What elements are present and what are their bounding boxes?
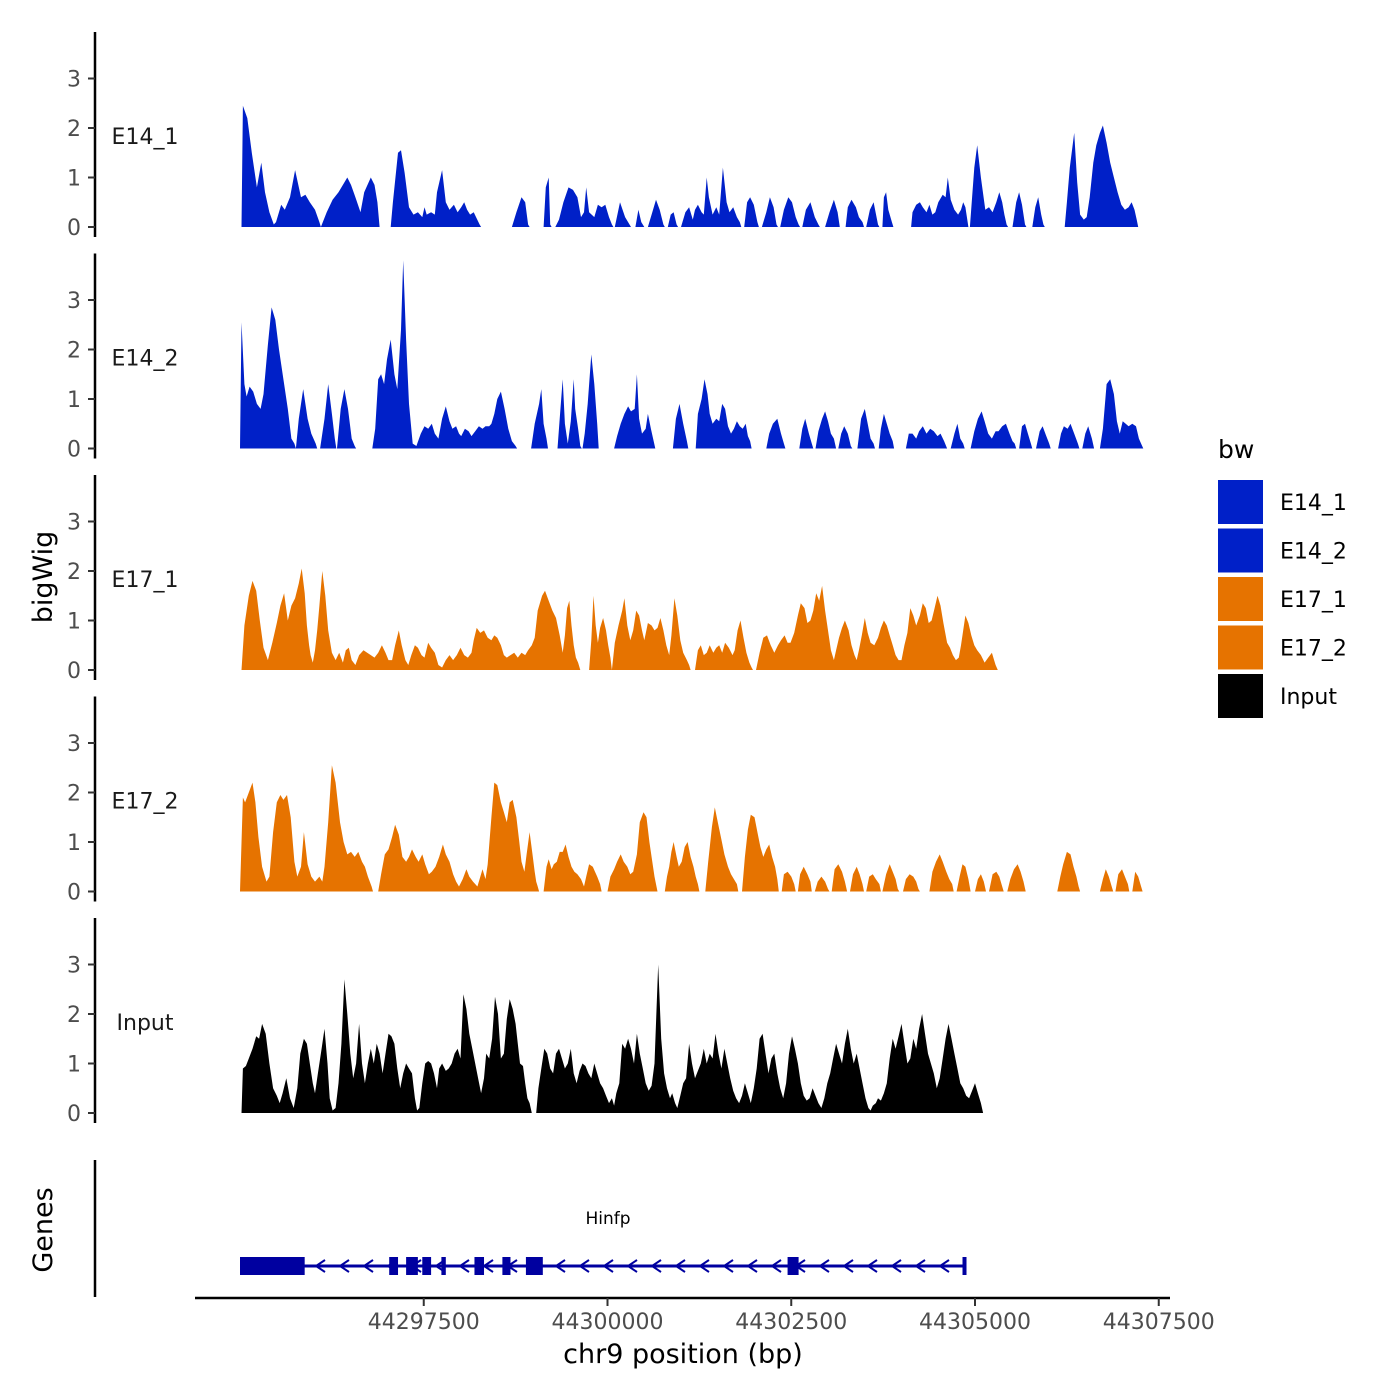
track-Input: 0 1 2 3 Input (67, 918, 984, 1127)
gene-exon (406, 1257, 418, 1275)
y-tick-label: 1 (67, 388, 81, 413)
x-axis-title: chr9 position (bp) (563, 1339, 803, 1370)
gene-exon (525, 1257, 543, 1275)
track-E14_1: 0 1 2 3 E14_1 (67, 32, 1139, 241)
track-E14_2: 0 1 2 3 E14_2 (67, 253, 1144, 463)
legend-title: bw (1218, 435, 1254, 464)
strand-arrow-icon (554, 1259, 566, 1273)
x-axis: 44297500 44300000 44302500 44305000 44307500 (195, 1296, 1215, 1335)
y-tick-label: 0 (67, 438, 81, 463)
legend-label: E17_1 (1280, 588, 1347, 613)
y-tick-label: 2 (67, 339, 81, 364)
y-tick-label: 1 (67, 167, 81, 192)
strand-arrow-icon (650, 1259, 662, 1273)
track-E17_2: 0 1 2 3 E17_2 (67, 696, 1143, 906)
y-tick-label: 3 (67, 68, 81, 93)
strand-arrow-icon (842, 1259, 854, 1273)
strand-arrow-icon (746, 1259, 758, 1273)
strand-arrow-icon (818, 1259, 830, 1273)
track-label: E14_2 (112, 347, 179, 372)
y-tick-label: 3 (67, 289, 81, 314)
gene-exon (787, 1257, 799, 1275)
legend-swatch (1218, 625, 1263, 670)
strand-arrow-icon (698, 1259, 710, 1273)
y-tick-label: 0 (67, 1102, 81, 1127)
y-axis-title: bigWig (28, 531, 59, 624)
legend-swatch (1218, 480, 1263, 524)
genes-axis-title: Genes (28, 1187, 59, 1272)
strand-arrow-icon (314, 1259, 326, 1273)
gene-exon (962, 1257, 967, 1275)
x-tick-label: 44305000 (919, 1310, 1031, 1335)
signal-area-E14_2 (240, 260, 1144, 449)
x-tick-label: 44302500 (735, 1310, 847, 1335)
x-tick-label: 44297500 (368, 1310, 480, 1335)
strand-arrow-icon (602, 1259, 614, 1273)
track-label: E14_1 (112, 125, 179, 150)
legend-label: E14_2 (1280, 540, 1347, 565)
y-tick-label: 3 (67, 954, 81, 979)
strand-arrow-icon (362, 1259, 374, 1273)
signal-area-E14_1 (241, 105, 1139, 227)
legend-label: E17_2 (1280, 637, 1347, 662)
strand-arrow-icon (338, 1259, 350, 1273)
legend-swatch (1218, 528, 1263, 573)
x-tick-label: 44300000 (552, 1310, 664, 1335)
gene-track: Hinfp (93, 1160, 967, 1297)
legend-label: Input (1280, 685, 1337, 710)
track-label: Input (117, 1011, 174, 1036)
y-tick-label: 2 (67, 1003, 81, 1028)
legend: bw E14_1 E14_2 E17_1 E17_2 Input (1218, 435, 1347, 718)
legend-label: E14_1 (1280, 491, 1347, 516)
y-tick-label: 0 (67, 216, 81, 241)
y-tick-label: 2 (67, 117, 81, 142)
gene-exon (389, 1257, 399, 1275)
gene-exon (422, 1257, 432, 1275)
signal-area-E17_2 (240, 765, 1143, 892)
strand-arrow-icon (722, 1259, 734, 1273)
y-tick-label: 0 (67, 881, 81, 906)
y-tick-label: 3 (67, 511, 81, 536)
y-tick-label: 1 (67, 610, 81, 635)
y-tick-label: 2 (67, 560, 81, 585)
strand-arrow-icon (674, 1259, 686, 1273)
y-tick-label: 1 (67, 1053, 81, 1078)
strand-arrow-icon (890, 1259, 902, 1273)
strand-arrow-icon (458, 1259, 470, 1273)
track-panels: 0 1 2 3 E14_1 0 1 2 3 E14_2 0 1 2 3 E17_1 0 1 2 3 E17_2 0 1 2 3… (67, 32, 1144, 1127)
y-tick-label: 1 (67, 831, 81, 856)
gene-exon (441, 1257, 446, 1275)
y-tick-label: 2 (67, 782, 81, 807)
track-E17_1: 0 1 2 3 E17_1 (67, 475, 998, 684)
signal-area-Input (241, 964, 984, 1113)
legend-swatch (1218, 577, 1263, 621)
strand-arrow-icon (770, 1259, 782, 1273)
track-label: E17_2 (112, 790, 179, 815)
gene-name-label: Hinfp (585, 1209, 630, 1229)
strand-arrow-icon (914, 1259, 926, 1273)
gene-exon (240, 1257, 305, 1275)
gene-exon (502, 1257, 511, 1275)
strand-arrow-icon (626, 1259, 638, 1273)
strand-arrow-icon (866, 1259, 878, 1273)
track-label: E17_1 (112, 568, 179, 593)
signal-area-E17_1 (241, 568, 998, 670)
gene-exon (474, 1257, 485, 1275)
y-tick-label: 3 (67, 732, 81, 757)
y-tick-label: 0 (67, 659, 81, 684)
strand-arrow-icon (938, 1259, 950, 1273)
x-tick-label: 44307500 (1103, 1310, 1215, 1335)
strand-arrow-icon (578, 1259, 590, 1273)
legend-swatch (1218, 674, 1263, 718)
